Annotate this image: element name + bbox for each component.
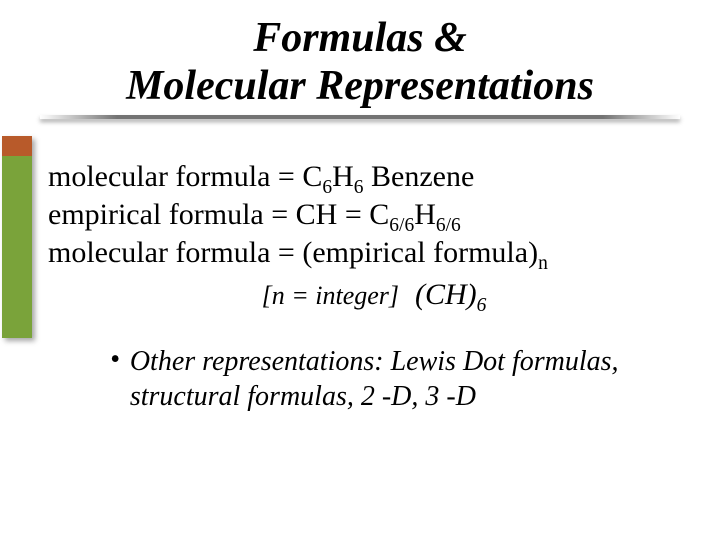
line3-label: molecular formula [48,236,270,269]
line-empirical-formula: empirical formula = CH = C6/6H6/6 [48,198,700,232]
line2-eq: = [264,198,296,231]
title-underline [40,115,680,119]
line1-c-sub: 6 [322,177,332,198]
accent-bar [2,136,32,338]
line2-mid: CH = C [296,198,390,231]
bullet-text: Other representations: Lewis Dot formula… [130,344,670,414]
bullet-text-b: structural formulas, 2 -D, 3 -D [130,381,476,412]
line1-label: molecular formula [48,160,270,193]
line2-c-sub: 6/6 [389,215,414,236]
note-formula-pre: (CH) [415,278,477,311]
note-line: [n = integer] (CH)6 [48,278,700,312]
bullet-text-a: Other representations: Lewis Dot formula… [130,346,619,377]
note-formula-sub: 6 [477,295,487,316]
line1-tail: Benzene [364,160,475,193]
line2-label: empirical formula [48,198,264,231]
slide-title: Formulas & Molecular Representations [0,0,720,125]
line1-h: H [332,160,354,193]
bullet-marker: • [110,344,120,376]
note-formula: (CH)6 [415,278,486,311]
line-molecular-equals-empirical: molecular formula = (empirical formula)n [48,236,700,270]
line1-h-sub: 6 [354,177,364,198]
title-line-2: Molecular Representations [0,62,720,110]
slide-body: molecular formula = C6H6 Benzene empiric… [48,160,700,414]
slide: Formulas & Molecular Representations mol… [0,0,720,540]
line2-h: H [414,198,436,231]
line1-eq: = [270,160,302,193]
title-line-1: Formulas & [0,14,720,62]
line3-sub: n [538,253,548,274]
note-label: [n = integer] [262,281,399,310]
line1-c: C [302,160,322,193]
line3-eq: = [270,236,302,269]
bullet-item: • Other representations: Lewis Dot formu… [48,344,700,414]
line2-h-sub: 6/6 [436,215,461,236]
line-molecular-formula: molecular formula = C6H6 Benzene [48,160,700,194]
line3-open: (empirical formula) [302,236,538,269]
